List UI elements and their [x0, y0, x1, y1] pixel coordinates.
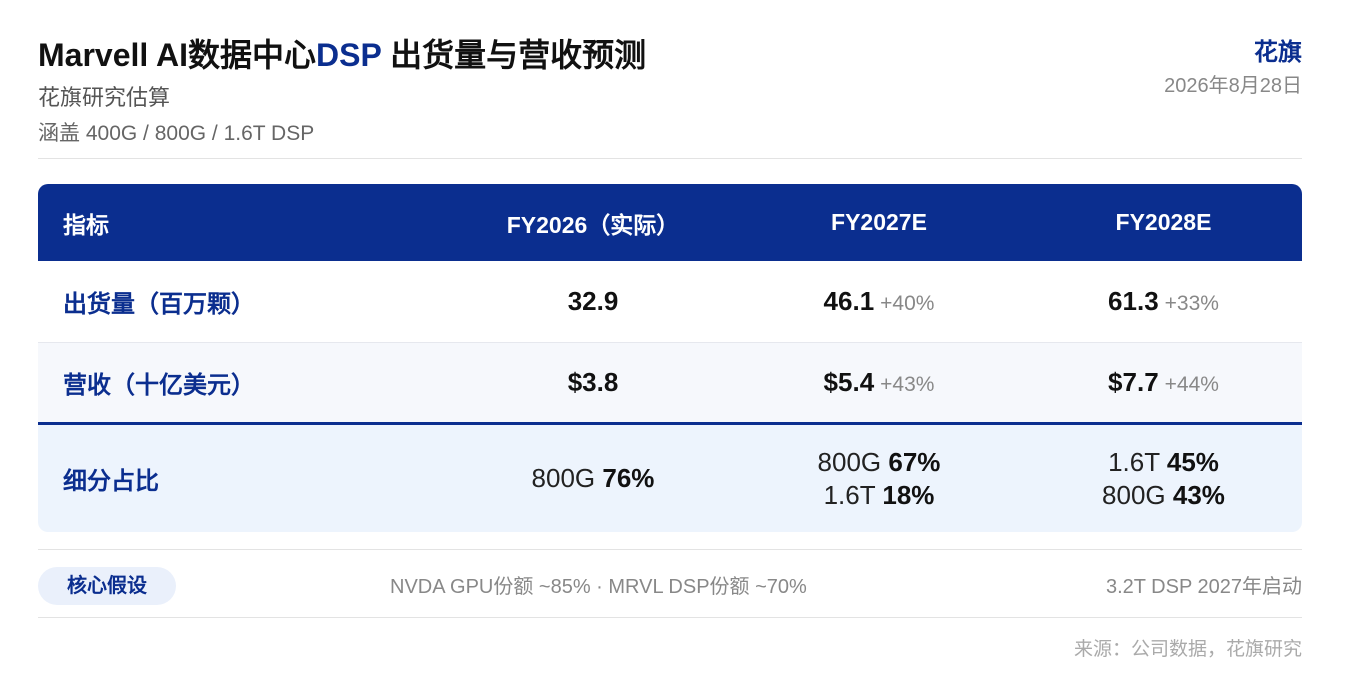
table-divider: [38, 549, 1302, 550]
mix-product: 800G: [817, 446, 882, 477]
shipments-fy2027-change: +40%: [880, 292, 935, 315]
column-header-fy2026: FY2026（实际）: [506, 211, 680, 238]
row-label-mix: 细分占比: [63, 468, 159, 495]
mix-share: 67%: [888, 446, 941, 477]
table-row-mix: 细分占比 800G 76% 800G 67% 1.6T 18% 1.6T 45%…: [38, 425, 1302, 532]
cell-mix-fy2028: 1.6T 45% 800G 43%: [1025, 446, 1302, 512]
mix-share: 18%: [882, 479, 935, 510]
revenue-fy2027-change: +43%: [880, 373, 935, 396]
shipments-fy2026-value: 32.9: [567, 286, 619, 316]
cell-mix-fy2026: 800G 76%: [453, 462, 733, 495]
shipments-fy2027-value: 46.1: [823, 286, 875, 316]
page-title: Marvell AI数据中心DSP 出货量与营收预测: [38, 30, 646, 76]
cell-revenue-fy2027: $5.4 +43%: [733, 367, 1025, 398]
shipments-fy2028-change: +33%: [1164, 292, 1219, 315]
assumptions-badge: 核心假设: [38, 567, 176, 605]
cell-shipments-fy2027: 46.1 +40%: [733, 286, 1025, 317]
cell-mix-fy2027: 800G 67% 1.6T 18%: [733, 446, 1025, 512]
mix-product: 800G: [531, 463, 596, 493]
subtitle: 花旗研究估算: [38, 85, 171, 110]
title-prefix: Marvell AI数据中心: [38, 37, 316, 73]
mix-share: 45%: [1166, 446, 1219, 477]
mix-line: 800G 76%: [453, 462, 733, 495]
footer-divider: [38, 617, 1302, 618]
report-date: 2026年8月28日: [1164, 75, 1302, 97]
column-header-fy2028: FY2028E: [1115, 209, 1212, 235]
column-header-metric: 指标: [63, 211, 109, 238]
cell-revenue-fy2028: $7.7 +44%: [1025, 367, 1302, 398]
title-accent: DSP: [316, 37, 382, 73]
table-row-revenue: 营收（十亿美元） $3.8 $5.4 +43% $7.7 +44%: [38, 343, 1302, 425]
revenue-fy2028-change: +44%: [1164, 373, 1219, 396]
revenue-fy2028-value: $7.7: [1108, 367, 1159, 397]
cell-shipments-fy2028: 61.3 +33%: [1025, 286, 1302, 317]
table-row-shipments: 出货量（百万颗） 32.9 46.1 +40% 61.3 +33%: [38, 261, 1302, 343]
mix-line: 1.6T 45%: [1025, 446, 1302, 479]
cell-shipments-fy2026: 32.9: [453, 286, 733, 317]
mix-line: 1.6T 18%: [733, 479, 1025, 512]
cell-revenue-fy2026: $3.8: [453, 367, 733, 398]
brand-label: 花旗: [1254, 39, 1302, 66]
column-header-fy2027: FY2027E: [831, 209, 927, 235]
assumptions-text: NVDA GPU份额 ~85% · MRVL DSP份额 ~70%: [390, 576, 807, 598]
shipments-fy2028-value: 61.3: [1108, 286, 1159, 316]
header-divider: [38, 158, 1302, 159]
title-suffix: 出货量与营收预测: [381, 37, 647, 73]
assumption-text-2: 3.2T DSP 2027年启动: [1105, 576, 1302, 598]
mix-share: 76%: [602, 463, 655, 493]
row-label-revenue: 营收（十亿美元）: [63, 372, 255, 399]
mix-line: 800G 67%: [733, 446, 1025, 479]
source-note: 来源：公司数据，花旗研究: [1073, 639, 1302, 660]
mix-product: 1.6T: [823, 479, 876, 510]
mix-share: 43%: [1172, 479, 1225, 510]
revenue-fy2027-value: $5.4: [823, 367, 875, 397]
mix-product: 800G: [1102, 479, 1166, 510]
mix-product: 1.6T: [1108, 446, 1160, 477]
coverage-note: 涵盖 400G / 800G / 1.6T DSP: [38, 122, 315, 145]
mix-line: 800G 43%: [1025, 479, 1302, 512]
table-header: 指标 FY2026（实际） FY2027E FY2028E: [38, 184, 1302, 261]
revenue-fy2026-value: $3.8: [567, 367, 619, 397]
row-label-shipments: 出货量（百万颗）: [63, 291, 255, 318]
forecast-table: 指标 FY2026（实际） FY2027E FY2028E 出货量（百万颗） 3…: [38, 184, 1302, 532]
